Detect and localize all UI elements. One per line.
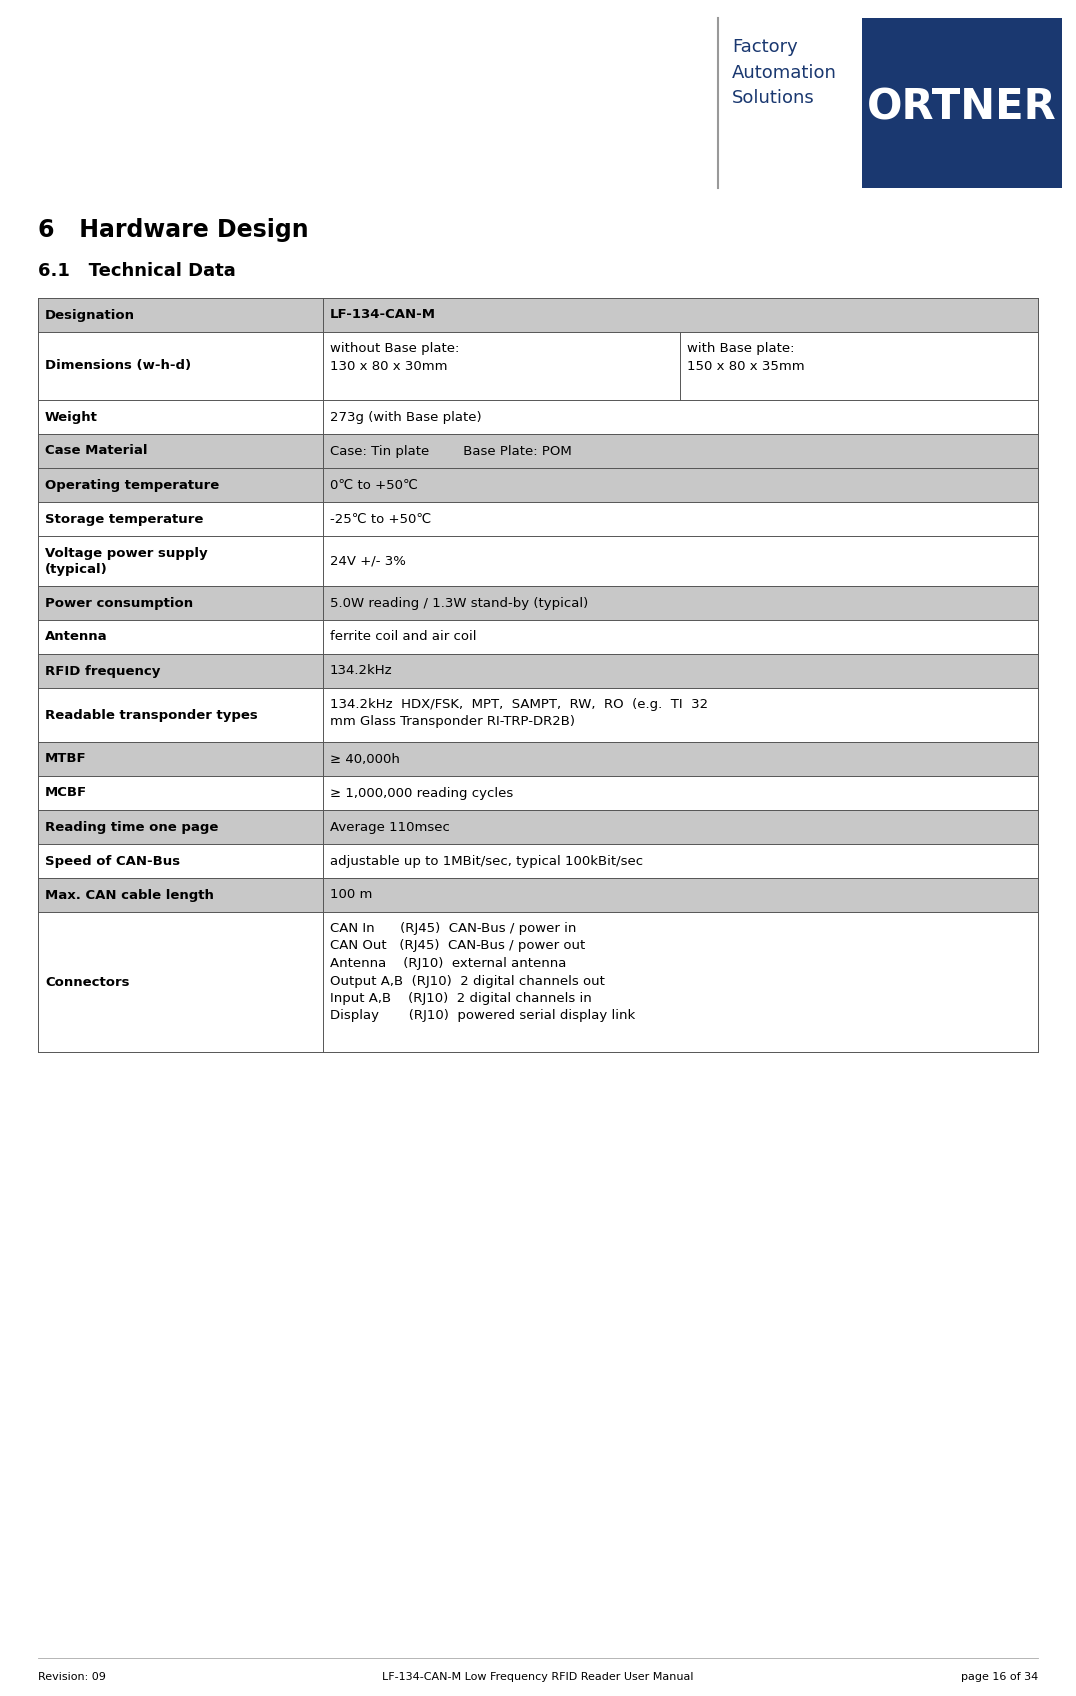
Text: MCBF: MCBF bbox=[45, 787, 87, 799]
Text: Operating temperature: Operating temperature bbox=[45, 478, 220, 492]
Text: Antenna: Antenna bbox=[45, 631, 108, 643]
Text: 24V +/- 3%: 24V +/- 3% bbox=[330, 555, 406, 568]
Bar bbox=[38, 502, 1038, 536]
Text: ferrite coil and air coil: ferrite coil and air coil bbox=[330, 631, 477, 643]
Text: LF-134-CAN-M Low Frequency RFID Reader User Manual: LF-134-CAN-M Low Frequency RFID Reader U… bbox=[382, 1672, 694, 1682]
Text: Max. CAN cable length: Max. CAN cable length bbox=[45, 889, 214, 902]
Bar bbox=[38, 879, 1038, 912]
Text: Readable transponder types: Readable transponder types bbox=[45, 709, 258, 721]
Text: 6.1   Technical Data: 6.1 Technical Data bbox=[38, 261, 236, 280]
Bar bbox=[38, 400, 1038, 434]
Text: Revision: 09: Revision: 09 bbox=[38, 1672, 105, 1682]
Text: 100 m: 100 m bbox=[330, 889, 372, 902]
Text: 0℃ to +50℃: 0℃ to +50℃ bbox=[330, 478, 417, 492]
Bar bbox=[862, 19, 1062, 188]
Bar bbox=[38, 587, 1038, 621]
Text: ORTNER: ORTNER bbox=[867, 86, 1057, 129]
Text: CAN In      (RJ45)  CAN-Bus / power in
CAN Out   (RJ45)  CAN-Bus / power out
Ant: CAN In (RJ45) CAN-Bus / power in CAN Out… bbox=[330, 923, 635, 1023]
Text: without Base plate:
130 x 80 x 30mm: without Base plate: 130 x 80 x 30mm bbox=[330, 343, 459, 373]
Text: 6   Hardware Design: 6 Hardware Design bbox=[38, 219, 309, 243]
Text: 5.0W reading / 1.3W stand-by (typical): 5.0W reading / 1.3W stand-by (typical) bbox=[330, 597, 589, 609]
Text: -25℃ to +50℃: -25℃ to +50℃ bbox=[330, 512, 431, 526]
Bar bbox=[38, 777, 1038, 811]
Text: page 16 of 34: page 16 of 34 bbox=[961, 1672, 1038, 1682]
Text: Weight: Weight bbox=[45, 410, 98, 424]
Text: LF-134-CAN-M: LF-134-CAN-M bbox=[330, 309, 436, 322]
Text: ≥ 40,000h: ≥ 40,000h bbox=[330, 753, 400, 765]
Text: 273g (with Base plate): 273g (with Base plate) bbox=[330, 410, 482, 424]
Text: Speed of CAN-Bus: Speed of CAN-Bus bbox=[45, 855, 180, 867]
Bar bbox=[38, 298, 1038, 332]
Text: Case: Tin plate        Base Plate: POM: Case: Tin plate Base Plate: POM bbox=[330, 444, 571, 458]
Text: Storage temperature: Storage temperature bbox=[45, 512, 203, 526]
Text: 134.2kHz  HDX/FSK,  MPT,  SAMPT,  RW,  RO  (e.g.  TI  32
mm Glass Transponder RI: 134.2kHz HDX/FSK, MPT, SAMPT, RW, RO (e.… bbox=[330, 699, 708, 729]
Text: Factory
Automation
Solutions: Factory Automation Solutions bbox=[732, 37, 837, 107]
Text: MTBF: MTBF bbox=[45, 753, 87, 765]
Bar bbox=[38, 689, 1038, 743]
Text: Designation: Designation bbox=[45, 309, 134, 322]
Bar bbox=[38, 912, 1038, 1052]
Text: with Base plate:
150 x 80 x 35mm: with Base plate: 150 x 80 x 35mm bbox=[686, 343, 805, 373]
Bar bbox=[38, 621, 1038, 655]
Text: Dimensions (w-h-d): Dimensions (w-h-d) bbox=[45, 360, 192, 373]
Text: Average 110msec: Average 110msec bbox=[330, 821, 450, 833]
Text: RFID frequency: RFID frequency bbox=[45, 665, 160, 677]
Text: ≥ 1,000,000 reading cycles: ≥ 1,000,000 reading cycles bbox=[330, 787, 513, 799]
Text: adjustable up to 1MBit/sec, typical 100kBit/sec: adjustable up to 1MBit/sec, typical 100k… bbox=[330, 855, 643, 867]
Bar bbox=[38, 811, 1038, 845]
Text: Connectors: Connectors bbox=[45, 975, 129, 989]
Text: Reading time one page: Reading time one page bbox=[45, 821, 218, 833]
Bar bbox=[38, 655, 1038, 689]
Bar bbox=[38, 845, 1038, 879]
Bar bbox=[38, 536, 1038, 587]
Bar bbox=[38, 743, 1038, 777]
Text: Case Material: Case Material bbox=[45, 444, 147, 458]
Text: Power consumption: Power consumption bbox=[45, 597, 193, 609]
Text: 134.2kHz: 134.2kHz bbox=[330, 665, 393, 677]
Bar bbox=[38, 434, 1038, 468]
Bar bbox=[38, 468, 1038, 502]
Text: Voltage power supply
(typical): Voltage power supply (typical) bbox=[45, 546, 208, 575]
Bar bbox=[38, 332, 1038, 400]
